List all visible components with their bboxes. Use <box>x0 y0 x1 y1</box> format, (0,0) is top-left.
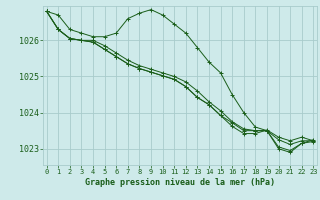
X-axis label: Graphe pression niveau de la mer (hPa): Graphe pression niveau de la mer (hPa) <box>85 178 275 187</box>
